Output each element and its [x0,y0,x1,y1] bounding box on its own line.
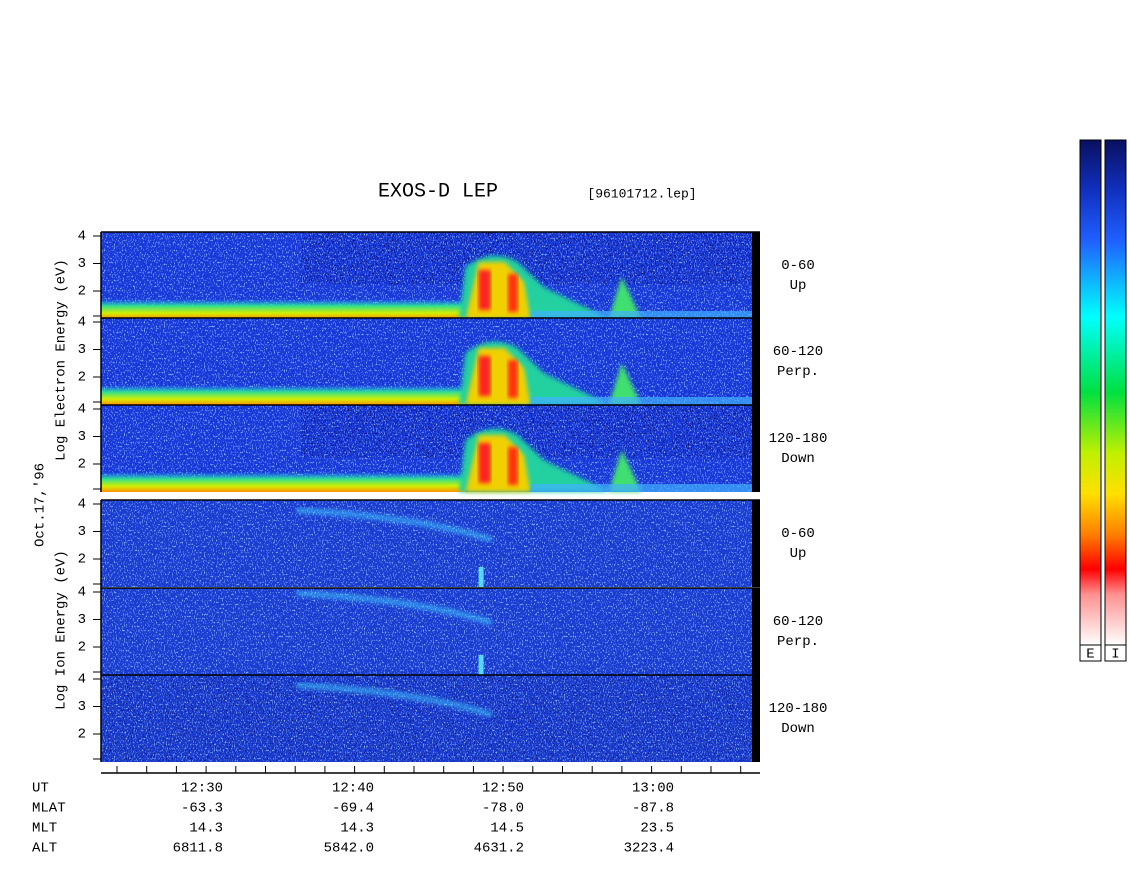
direction-label: Up [790,278,807,294]
table-cell: 5842.0 [324,841,374,857]
angle-label: 0-60 [781,258,815,274]
angle-label: 60-120 [773,344,823,360]
low-energy-band [101,472,466,492]
spectrogram-noise [101,588,752,675]
colorbar [1104,139,1127,646]
x-tick-label: 12:50 [482,781,524,797]
table-cell: 23.5 [640,821,674,837]
table-cell: 4631.2 [474,841,524,857]
burst-peak [478,270,491,310]
ion-spike [478,567,484,587]
y-tick-label: 4 [78,315,86,331]
y-tick-label: 3 [78,699,86,715]
panel-edge [752,232,760,319]
y-tick-label: 3 [78,342,86,358]
electron-panel [101,231,760,319]
table-cell: 3223.4 [624,841,674,857]
electron-panel [101,317,760,405]
electron-panel [101,404,760,492]
date-label: Oct.17,'96 [33,463,49,547]
y-tick-label: 2 [78,727,86,743]
second-burst [608,450,642,492]
second-burst [608,363,642,405]
x-tick-label: 12:40 [332,781,374,797]
direction-label: Perp. [777,364,819,380]
table-cell: -69.4 [332,801,374,817]
ion-panel [101,674,760,762]
table-cell: -63.3 [181,801,223,817]
title: EXOS-D LEP [378,180,498,203]
y-tick-label: 3 [78,256,86,272]
ion-streak [296,590,493,626]
row-label: MLAT [32,801,66,817]
second-burst [608,277,642,319]
row-label: UT [32,781,49,797]
colorbar-label: E [1086,647,1094,663]
table-cell: 14.3 [189,821,223,837]
low-energy-band [101,385,466,405]
direction-label: Perp. [777,634,819,650]
x-tick-label: 13:00 [632,781,674,797]
table-cell: 14.5 [490,821,524,837]
panel-edge [752,405,760,492]
y-tick-label: 2 [78,640,86,656]
angle-label: 120-180 [769,431,828,447]
y-tick-label: 3 [78,612,86,628]
y-tick-label: 4 [78,402,86,418]
colorbar [1079,139,1102,646]
ion-spike [478,655,484,675]
angle-label: 120-180 [769,701,828,717]
tail-band [530,311,752,319]
y-tick-label: 4 [78,497,86,513]
x-tick-label: 12:30 [181,781,223,797]
angle-label: 0-60 [781,526,815,542]
burst-peak [478,356,491,396]
table-cell: -87.8 [632,801,674,817]
ion-streak [296,682,493,718]
panel-edge [752,318,760,405]
ion-panel [101,587,760,675]
panel-edge [752,675,760,762]
table-cell: 6811.8 [173,841,223,857]
y-tick-label: 3 [78,524,86,540]
ion-axis-label: Log Ion Energy (eV) [54,550,70,710]
y-tick-label: 2 [78,284,86,300]
spectrogram-dropouts [101,675,752,762]
file-name: [96101712.lep] [587,186,696,201]
colorbar-label-box [1104,644,1127,662]
panel-edge [752,500,760,587]
tail-band [530,397,752,405]
table-cell: -78.0 [482,801,524,817]
table-cell: 14.3 [340,821,374,837]
y-tick-label: 4 [78,229,86,245]
panel-edge [752,588,760,675]
direction-label: Down [781,721,815,737]
colorbar-label-box [1079,644,1102,662]
y-tick-label: 2 [78,457,86,473]
row-label: ALT [32,841,57,857]
burst-peak [478,443,491,483]
y-tick-label: 3 [78,429,86,445]
ion-streak [296,507,493,543]
electron-axis-label: Log Electron Energy (eV) [54,259,70,461]
burst-peak [507,360,518,398]
ion-panel [101,499,760,587]
low-energy-band [101,299,466,319]
direction-label: Up [790,546,807,562]
burst-peak [507,274,518,312]
tail-band [530,484,752,492]
spectrogram-noise [101,500,752,587]
y-tick-label: 2 [78,370,86,386]
angle-label: 60-120 [773,614,823,630]
y-tick-label: 2 [78,552,86,568]
row-label: MLT [32,821,57,837]
y-tick-label: 4 [78,585,86,601]
y-tick-label: 4 [78,672,86,688]
colorbar-label: I [1111,647,1119,663]
direction-label: Down [781,451,815,467]
burst-peak [507,447,518,485]
